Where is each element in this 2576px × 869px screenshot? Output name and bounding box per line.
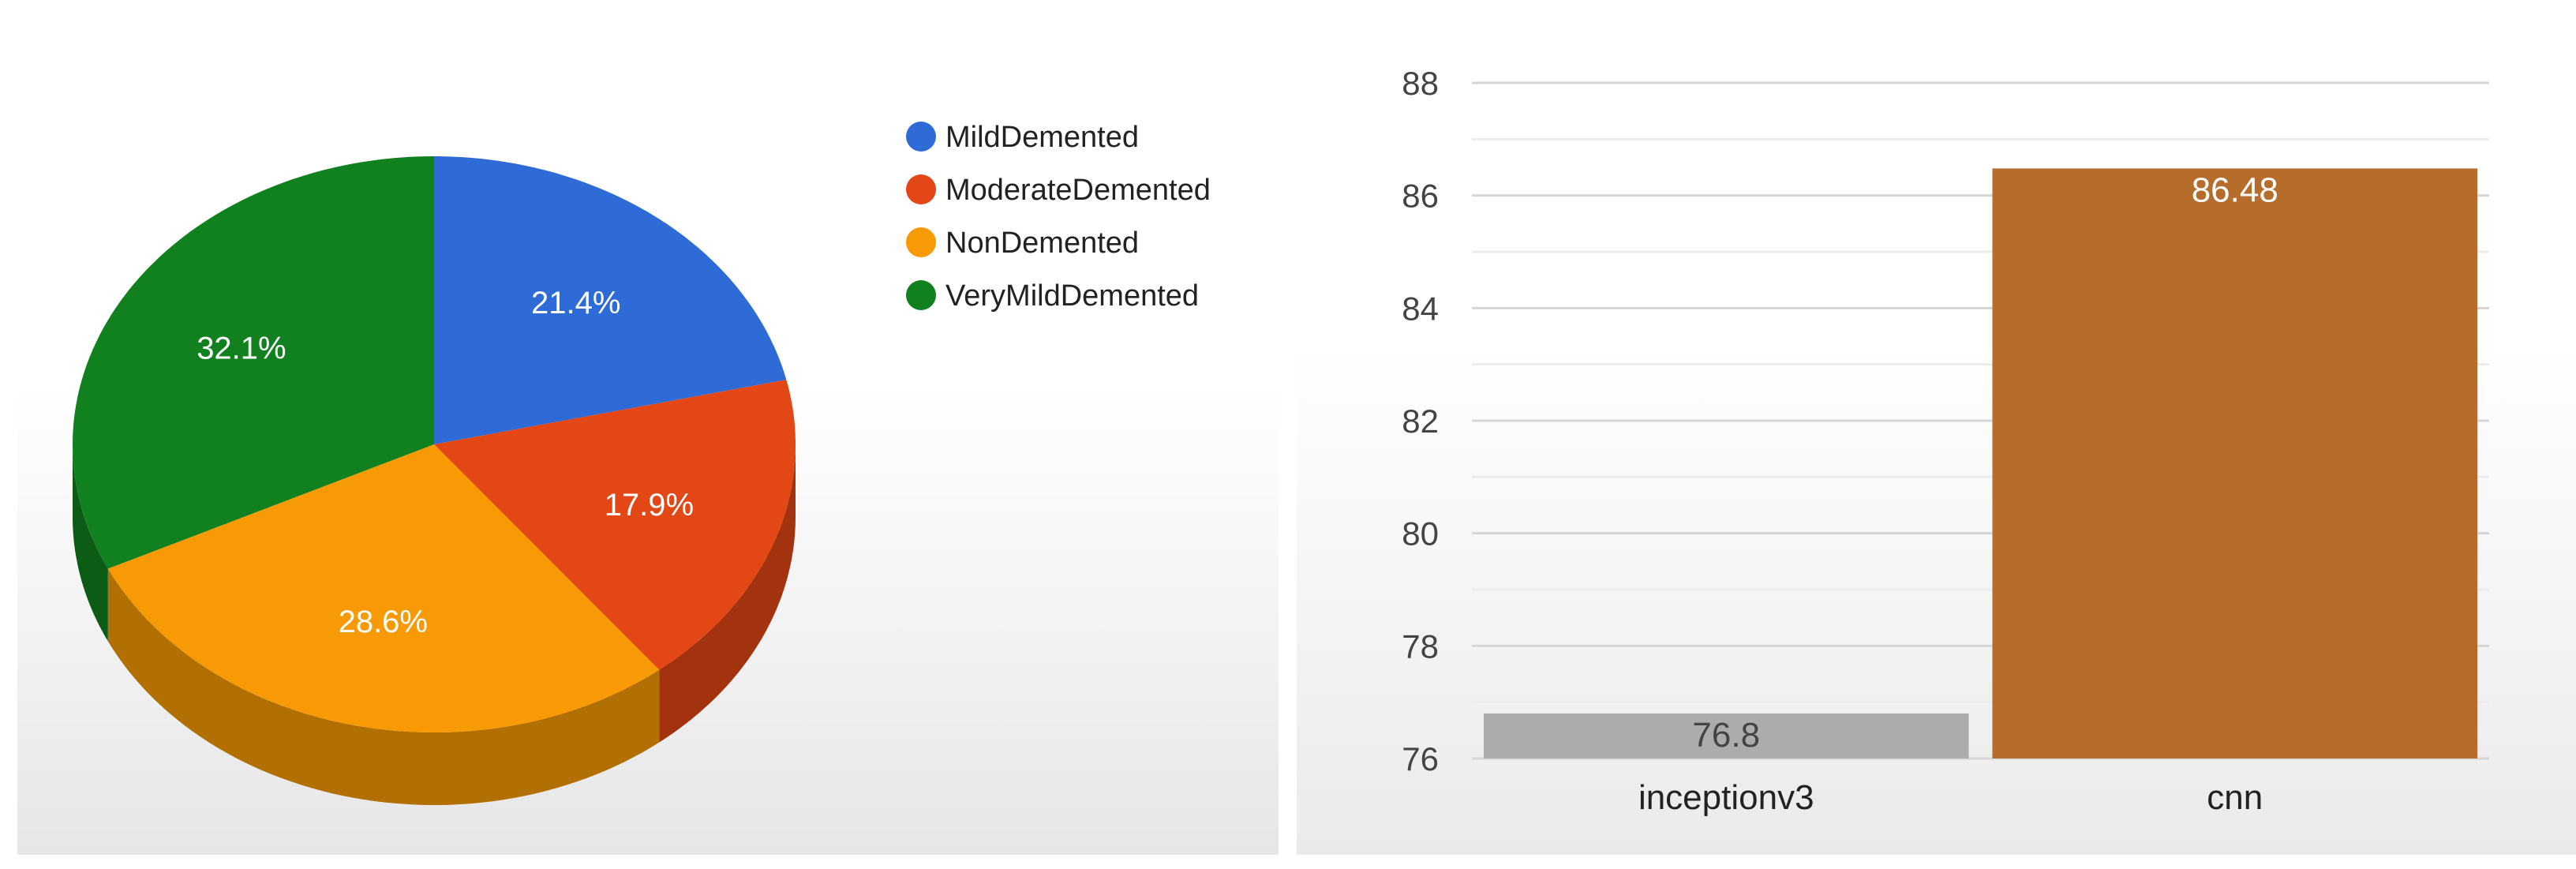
y-tick-label-1: 78: [1402, 627, 1439, 665]
bar-chart: 76 78 80 82 84 86 88 76.8 inceptionv3 86.48 cnn: [1402, 65, 2489, 817]
pie-slice-2: [107, 444, 660, 732]
pie-slice-label-2: 28.6%: [339, 605, 428, 639]
legend-label-0: MildDemented: [945, 121, 1139, 154]
y-tick-label-2: 80: [1402, 515, 1439, 552]
pie-slice-label-1: 17.9%: [605, 488, 694, 523]
legend-label-2: NonDemented: [945, 227, 1139, 260]
pie-slice-3: [73, 156, 434, 569]
pie-slice-label-3: 32.1%: [197, 331, 286, 365]
x-tick-label-cnn: cnn: [2207, 778, 2263, 817]
y-tick-label-4: 84: [1402, 290, 1439, 327]
bar-cnn: [1992, 168, 2477, 759]
x-tick-label-inceptionv3: inceptionv3: [1638, 778, 1814, 817]
bar-inceptionv3: [1484, 713, 1969, 759]
pie-slice-1: [434, 380, 796, 670]
pie-chart: 21.4% 17.9% 28.6% 32.1% MildDemented Moderate…: [73, 121, 1211, 805]
panel-divider: [1279, 0, 1297, 869]
bottom-strip: [0, 855, 2576, 869]
legend-marker-1: [906, 174, 936, 204]
y-tick-label-5: 86: [1402, 178, 1439, 215]
y-tick-label-3: 82: [1402, 403, 1439, 440]
bar-value-label-cnn: 86.48: [2192, 170, 2278, 209]
legend-marker-2: [906, 227, 936, 257]
y-tick-label-6: 88: [1402, 65, 1439, 102]
pie-side-1: [659, 444, 796, 743]
pie-slice-0: [434, 156, 787, 444]
legend-label-1: ModerateDemented: [945, 174, 1211, 207]
pie-slice-label-0: 21.4%: [531, 286, 620, 320]
legend-marker-0: [906, 122, 936, 152]
pie-chart-panel: 21.4% 17.9% 28.6% 32.1% MildDemented Moderate…: [17, 0, 1279, 855]
legend-marker-3: [906, 280, 936, 310]
pie-side-2: [107, 568, 660, 805]
pie-side-3: [73, 444, 108, 642]
y-tick-label-0: 76: [1402, 740, 1439, 777]
legend-label-3: VeryMildDemented: [945, 279, 1199, 313]
bar-value-label-inceptionv3: 76.8: [1692, 716, 1760, 755]
bar-chart-panel: 76 78 80 82 84 86 88 76.8 inceptionv3 86.48 cnn: [1297, 0, 2576, 855]
